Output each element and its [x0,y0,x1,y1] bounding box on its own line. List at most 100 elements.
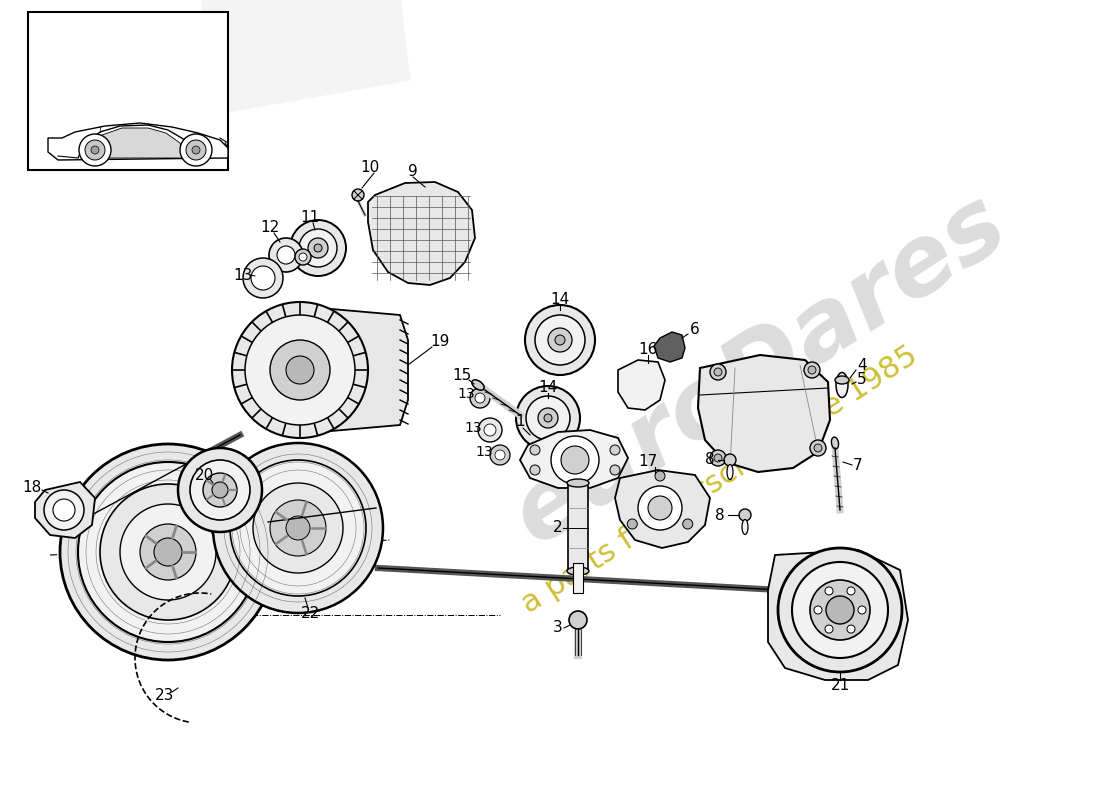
Text: 9: 9 [408,165,418,179]
Circle shape [525,305,595,375]
Circle shape [286,356,313,384]
Ellipse shape [566,567,588,575]
Circle shape [60,444,276,660]
Text: 23: 23 [155,687,175,702]
Text: 19: 19 [430,334,450,350]
Circle shape [100,484,236,620]
Circle shape [826,596,854,624]
Text: 13: 13 [233,267,253,282]
Circle shape [204,473,236,507]
Circle shape [245,315,355,425]
Circle shape [475,393,485,403]
Polygon shape [200,0,1020,115]
Text: 13: 13 [475,445,493,459]
Text: 2: 2 [553,521,563,535]
Circle shape [538,408,558,428]
Circle shape [714,368,722,376]
Circle shape [186,140,206,160]
Text: 4: 4 [857,358,867,373]
Polygon shape [82,128,185,158]
Circle shape [213,443,383,613]
Circle shape [610,445,620,455]
Text: euroDares: euroDares [496,176,1024,564]
Circle shape [190,460,250,520]
Text: 14: 14 [550,293,570,307]
Text: 17: 17 [638,454,658,470]
Circle shape [825,587,833,595]
Circle shape [739,509,751,521]
Polygon shape [368,182,475,285]
Circle shape [810,440,826,456]
Polygon shape [618,360,666,410]
Circle shape [286,516,310,540]
Circle shape [526,396,570,440]
Circle shape [290,220,346,276]
Circle shape [804,362,820,378]
Circle shape [230,460,366,596]
Circle shape [295,249,311,265]
Circle shape [495,450,505,460]
Circle shape [352,189,364,201]
Polygon shape [768,550,908,680]
Circle shape [810,580,870,640]
Circle shape [714,454,722,462]
Text: 8: 8 [715,507,725,522]
Circle shape [847,587,855,595]
Polygon shape [698,355,830,472]
Circle shape [778,548,902,672]
Ellipse shape [835,376,849,384]
Circle shape [85,140,104,160]
Circle shape [561,446,588,474]
Circle shape [556,335,565,345]
Circle shape [569,611,587,629]
Circle shape [120,504,216,600]
Circle shape [683,519,693,529]
Circle shape [478,418,502,442]
Text: 3: 3 [553,621,563,635]
Text: 21: 21 [830,678,849,693]
Ellipse shape [566,479,588,487]
Circle shape [251,266,275,290]
Circle shape [858,606,866,614]
Circle shape [154,538,182,566]
Bar [573,563,583,593]
Text: 5: 5 [857,373,867,387]
Circle shape [308,238,328,258]
Text: 8: 8 [705,453,715,467]
Circle shape [530,465,540,475]
Ellipse shape [742,519,748,534]
Ellipse shape [832,437,838,449]
Circle shape [792,562,888,658]
Text: 18: 18 [22,481,42,495]
Circle shape [232,302,368,438]
Circle shape [140,524,196,580]
Text: 12: 12 [261,221,279,235]
Text: 14: 14 [538,381,558,395]
Bar [568,483,588,571]
Polygon shape [654,332,685,362]
Circle shape [243,258,283,298]
Circle shape [277,246,295,264]
Circle shape [253,483,343,573]
Polygon shape [520,430,628,488]
Circle shape [814,444,822,452]
Text: 16: 16 [638,342,658,358]
Circle shape [724,454,736,466]
Circle shape [627,519,637,529]
Text: 10: 10 [361,161,379,175]
Circle shape [192,146,200,154]
Circle shape [516,386,580,450]
Polygon shape [35,482,95,538]
Text: 22: 22 [300,606,320,622]
Polygon shape [615,470,710,548]
Circle shape [548,328,572,352]
Bar [28,12,228,170]
Circle shape [299,253,307,261]
Circle shape [299,229,337,267]
Circle shape [710,364,726,380]
Circle shape [91,146,99,154]
Ellipse shape [836,373,848,398]
Polygon shape [78,125,192,158]
Text: 20: 20 [196,467,214,482]
Circle shape [79,134,111,166]
